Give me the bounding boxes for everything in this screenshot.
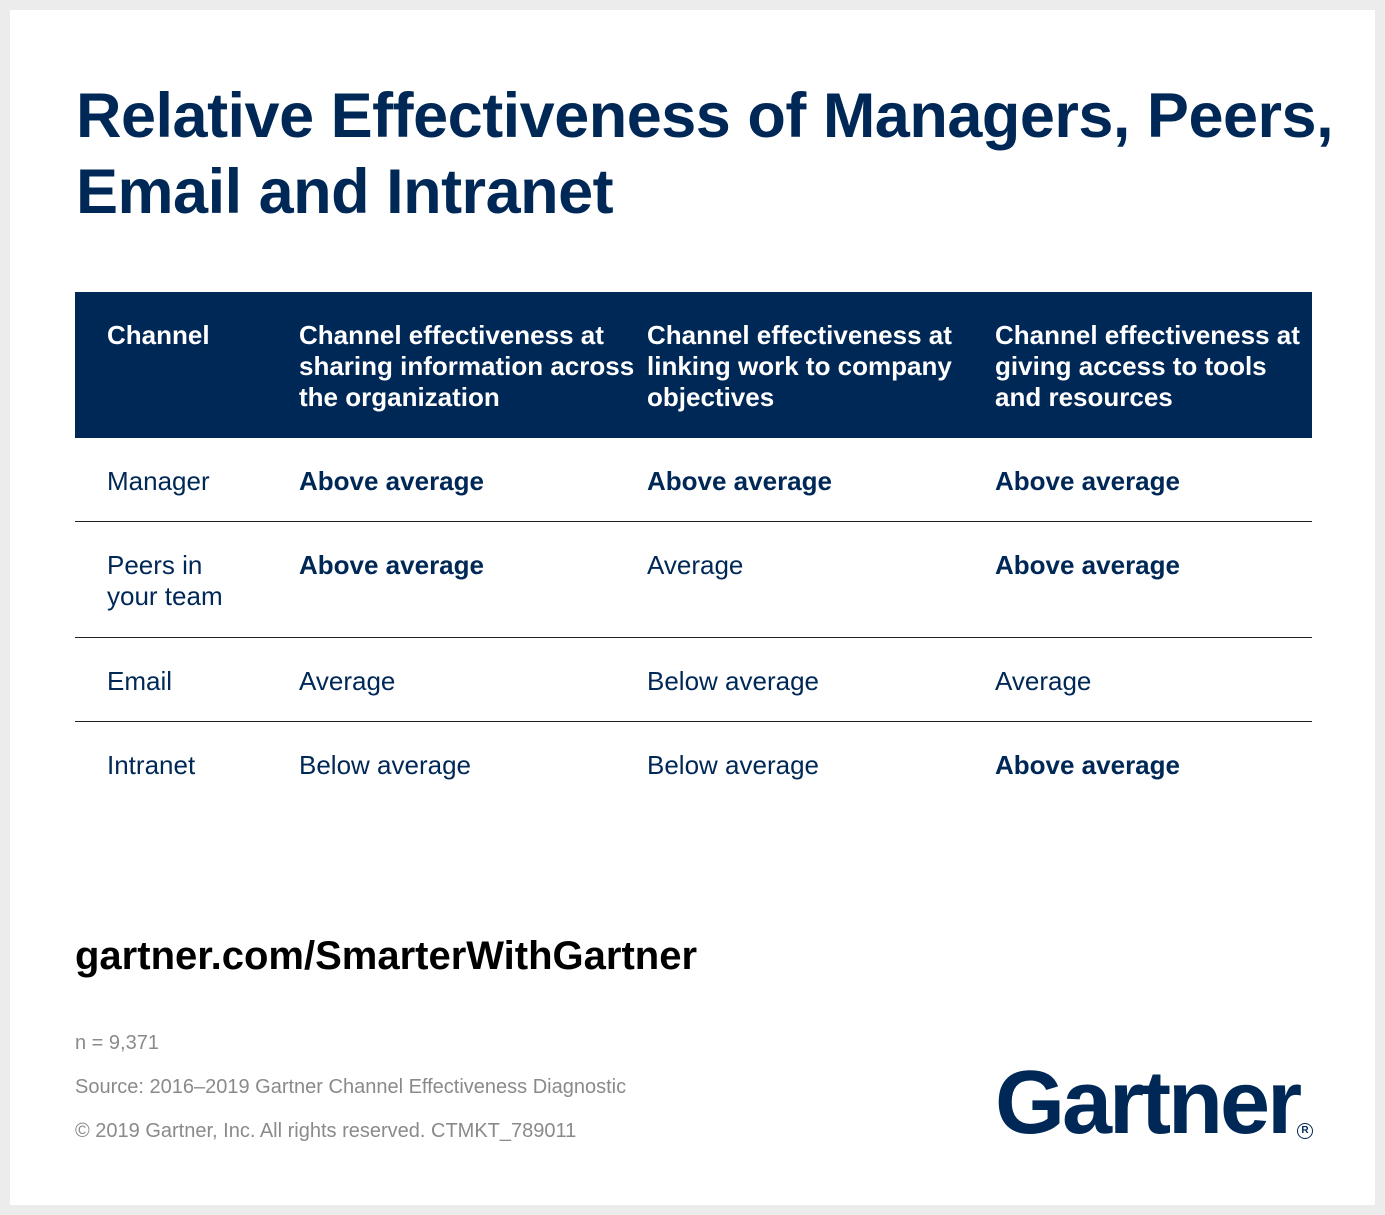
header-channel: Channel [107, 320, 210, 350]
infographic-card: Relative Effectiveness of Managers, Peer… [10, 10, 1375, 1205]
sample-size-note: n = 9,371 [75, 1032, 159, 1054]
header-sharing-information: Channel effectiveness at sharing informa… [299, 320, 635, 412]
rating-cell: Average [299, 666, 396, 696]
channel-cell: Email [107, 666, 173, 696]
rating-cell: Below average [299, 750, 471, 780]
channel-cell: Manager [107, 466, 210, 496]
rating-cell: Above average [647, 466, 832, 496]
rating-cell: Above average [995, 550, 1180, 580]
effectiveness-table: Channel Channel effectiveness at sharing… [75, 292, 1312, 806]
table-row: Intranet Below average Below average Abo… [75, 722, 1312, 806]
rating-cell: Average [995, 666, 1092, 696]
rating-cell: Average [647, 550, 744, 580]
table-row: Email Average Below average Average [75, 638, 1312, 722]
registered-mark-icon: R [1297, 1123, 1313, 1139]
table-header: Channel Channel effectiveness at sharing… [75, 292, 1312, 438]
channel-cell: Peers in your team [107, 550, 223, 611]
rating-cell: Above average [995, 466, 1180, 496]
rating-cell: Above average [299, 466, 484, 496]
header-access-tools: Channel effectiveness at giving access t… [995, 320, 1300, 412]
copyright-note: © 2019 Gartner, Inc. All rights reserved… [75, 1120, 577, 1142]
rating-cell: Above average [995, 750, 1180, 780]
rating-cell: Below average [647, 666, 819, 696]
table-row: Manager Above average Above average Abov… [75, 438, 1312, 522]
rating-cell: Above average [299, 550, 484, 580]
header-linking-work: Channel effectiveness at linking work to… [647, 320, 952, 412]
rating-cell: Below average [647, 750, 819, 780]
page-title: Relative Effectiveness of Managers, Peer… [76, 81, 1334, 227]
channel-cell: Intranet [107, 750, 196, 780]
website-url: gartner.com/SmarterWithGartner [75, 934, 698, 978]
gartner-logo: Gartner [995, 1053, 1302, 1153]
source-note: Source: 2016–2019 Gartner Channel Effect… [75, 1076, 627, 1098]
table-row: Peers in your team Above average Average… [75, 522, 1312, 638]
